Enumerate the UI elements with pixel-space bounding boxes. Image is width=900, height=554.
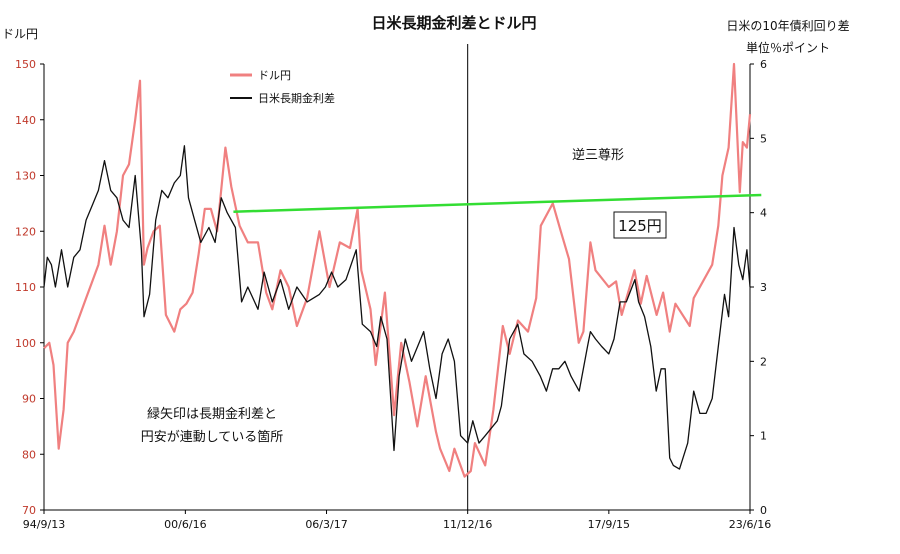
pattern-annotation: 逆三尊形	[572, 147, 624, 163]
note-line-1: 緑矢印は長期金利差と	[147, 406, 277, 422]
x-tick-label: 94/9/13	[23, 518, 65, 531]
x-tick-label: 23/6/16	[729, 518, 771, 531]
series-line-usdjpy	[43, 62, 752, 478]
left-tick-label: 130	[15, 170, 36, 183]
right-axis-label-line2: 単位％ポイント	[746, 40, 830, 55]
legend-label-spread: 日米長期金利差	[258, 91, 335, 105]
left-tick-label: 140	[15, 114, 36, 127]
right-axis-label-line1: 日米の10年債利回り差	[726, 18, 849, 33]
right-tick-label: 3	[760, 281, 767, 294]
left-tick-label: 80	[22, 448, 36, 461]
left-tick-label: 100	[15, 337, 36, 350]
chart-title: 日米長期金利差とドル円	[371, 14, 536, 32]
right-tick-label: 4	[760, 207, 767, 220]
left-axis-ticks: 70 80 90 100 110 120 130 140 150	[15, 58, 44, 517]
right-tick-label: 1	[760, 430, 767, 443]
right-tick-label: 6	[760, 58, 767, 71]
left-tick-label: 150	[15, 58, 36, 71]
left-tick-label: 70	[22, 504, 36, 517]
left-tick-label: 90	[22, 393, 36, 406]
x-tick-label: 00/6/16	[164, 518, 206, 531]
left-tick-label: 110	[15, 281, 36, 294]
note-line-2: 円安が連動している箇所	[141, 429, 284, 445]
x-axis-ticks: 94/9/13 00/6/16 06/3/17 11/12/16 17/9/15 23/6…	[23, 510, 771, 531]
right-axis-ticks: 0 1 2 3 4 5 6	[750, 58, 767, 517]
legend: ドル円 日米長期金利差	[230, 69, 335, 105]
left-tick-label: 120	[15, 225, 36, 238]
x-tick-label: 11/12/16	[443, 518, 492, 531]
right-tick-label: 0	[760, 504, 767, 517]
level-label: 125円	[618, 217, 662, 235]
left-axis-label: ドル円	[2, 27, 38, 41]
level-label-box	[613, 211, 667, 239]
green-trendline	[233, 193, 762, 213]
right-tick-label: 5	[760, 132, 767, 145]
series-line-yield-spread	[43, 145, 751, 470]
x-tick-label: 06/3/17	[305, 518, 347, 531]
legend-label-usdjpy: ドル円	[258, 69, 291, 82]
x-tick-label: 17/9/15	[588, 518, 630, 531]
right-tick-label: 2	[760, 355, 767, 368]
